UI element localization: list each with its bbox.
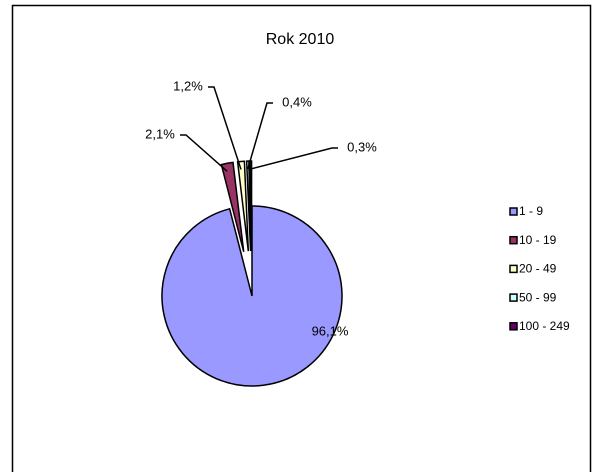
data-label: 2,1% bbox=[145, 126, 175, 141]
legend-text: 10 - 19 bbox=[519, 233, 557, 247]
pie-slice bbox=[220, 161, 245, 252]
pie-slice bbox=[236, 160, 250, 252]
legend-swatch bbox=[509, 235, 518, 245]
legend-text: 1 - 9 bbox=[519, 204, 543, 218]
legend-swatch bbox=[509, 207, 518, 216]
pie-slice bbox=[249, 160, 253, 252]
legend-text: 50 - 99 bbox=[519, 290, 557, 304]
legend-swatch bbox=[509, 264, 518, 274]
data-label: 1,2% bbox=[173, 78, 203, 93]
pie-slice bbox=[161, 205, 343, 387]
leader-line bbox=[247, 102, 273, 170]
chart-title: Rok 2010 bbox=[266, 31, 335, 48]
legend-text: 100 - 249 bbox=[519, 319, 570, 333]
legend-swatch bbox=[509, 322, 518, 331]
leader-line bbox=[180, 134, 228, 172]
leader-line bbox=[208, 86, 242, 170]
legend-swatch bbox=[509, 293, 518, 302]
data-label: 96,1% bbox=[312, 323, 349, 338]
pie-slice bbox=[245, 160, 252, 252]
legend-text: 20 - 49 bbox=[519, 262, 557, 276]
leader-line bbox=[250, 147, 338, 170]
data-label: 0,3% bbox=[347, 139, 377, 154]
data-label: 0,4% bbox=[282, 94, 312, 109]
